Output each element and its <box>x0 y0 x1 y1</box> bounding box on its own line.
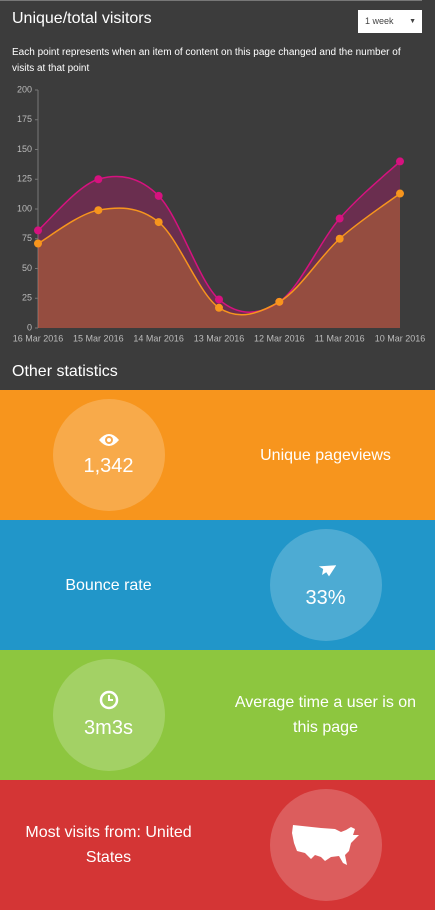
usa-map-icon <box>291 825 359 865</box>
x-tick-label: 15 Mar 2016 <box>73 333 124 343</box>
stat-circle: 33% <box>269 529 382 641</box>
stat-block: 3m3s Average time a user is on this page <box>0 650 435 780</box>
plane-icon <box>318 564 336 576</box>
stat-value: 3m3s <box>84 716 133 739</box>
stat-label: Average time a user is on this page <box>234 694 417 736</box>
chart: 0 25 50 75 100 125 150 175 200 16 Mar 2016 15 Mar … <box>13 84 426 343</box>
x-tick-label: 13 Mar 2016 <box>194 333 245 343</box>
y-tick-label: 125 <box>17 174 32 184</box>
y-tick-label: 200 <box>17 84 32 94</box>
stat-block: Bounce rate 33% <box>0 520 435 650</box>
y-tick-label: 175 <box>17 114 32 124</box>
data-point <box>34 239 42 248</box>
select-arrow: ▼ <box>409 18 416 25</box>
data-point <box>335 234 344 243</box>
series-area <box>38 193 400 328</box>
divider <box>0 0 422 1</box>
description: Each point represents when an item of co… <box>12 47 401 74</box>
data-point <box>34 226 42 235</box>
y-tick-label: 25 <box>22 293 32 303</box>
stat-value: 1,342 <box>83 454 134 477</box>
y-tick-label: 0 <box>27 322 32 332</box>
data-point <box>94 206 103 215</box>
series-area <box>38 161 400 328</box>
data-point <box>396 189 404 198</box>
y-tick-label: 50 <box>22 263 32 273</box>
stat-label: Most visits from: United States <box>25 824 192 866</box>
x-tick-label: 10 Mar 2016 <box>375 333 426 343</box>
x-tick-label: 16 Mar 2016 <box>13 333 64 343</box>
stat-circle: 1,342 <box>52 399 165 511</box>
data-point <box>154 191 163 200</box>
x-tick-label: 11 Mar 2016 <box>315 333 365 343</box>
clock-icon <box>99 690 118 709</box>
stat-circle <box>269 789 382 901</box>
data-point <box>275 297 284 306</box>
data-point <box>215 295 223 304</box>
y-tick-label: 100 <box>17 203 32 213</box>
x-tick-label: 12 Mar 2016 <box>254 333 305 343</box>
data-point <box>396 157 404 166</box>
stat-circle: 3m3s <box>52 659 165 771</box>
period-select[interactable]: 1 week ▼ <box>358 10 422 33</box>
stat-label: Unique pageviews <box>260 446 391 464</box>
y-tick-label: 150 <box>17 144 32 154</box>
stat-value: 33% <box>305 586 346 609</box>
eye-icon <box>98 433 119 446</box>
data-point <box>154 218 163 227</box>
y-tick-label: 75 <box>22 233 32 243</box>
stat-block: 1,342 Unique pageviews <box>0 390 435 520</box>
stat-label: Bounce rate <box>65 576 152 594</box>
data-point <box>94 175 103 184</box>
x-tick-label: 14 Mar 2016 <box>133 333 184 343</box>
stat-block: Most visits from: United States <box>0 780 435 910</box>
section-title: Other statistics <box>12 363 118 380</box>
data-point <box>335 214 344 223</box>
select-value: 1 week <box>365 16 394 26</box>
title: Unique/total visitors <box>12 10 152 27</box>
data-point <box>215 303 223 312</box>
